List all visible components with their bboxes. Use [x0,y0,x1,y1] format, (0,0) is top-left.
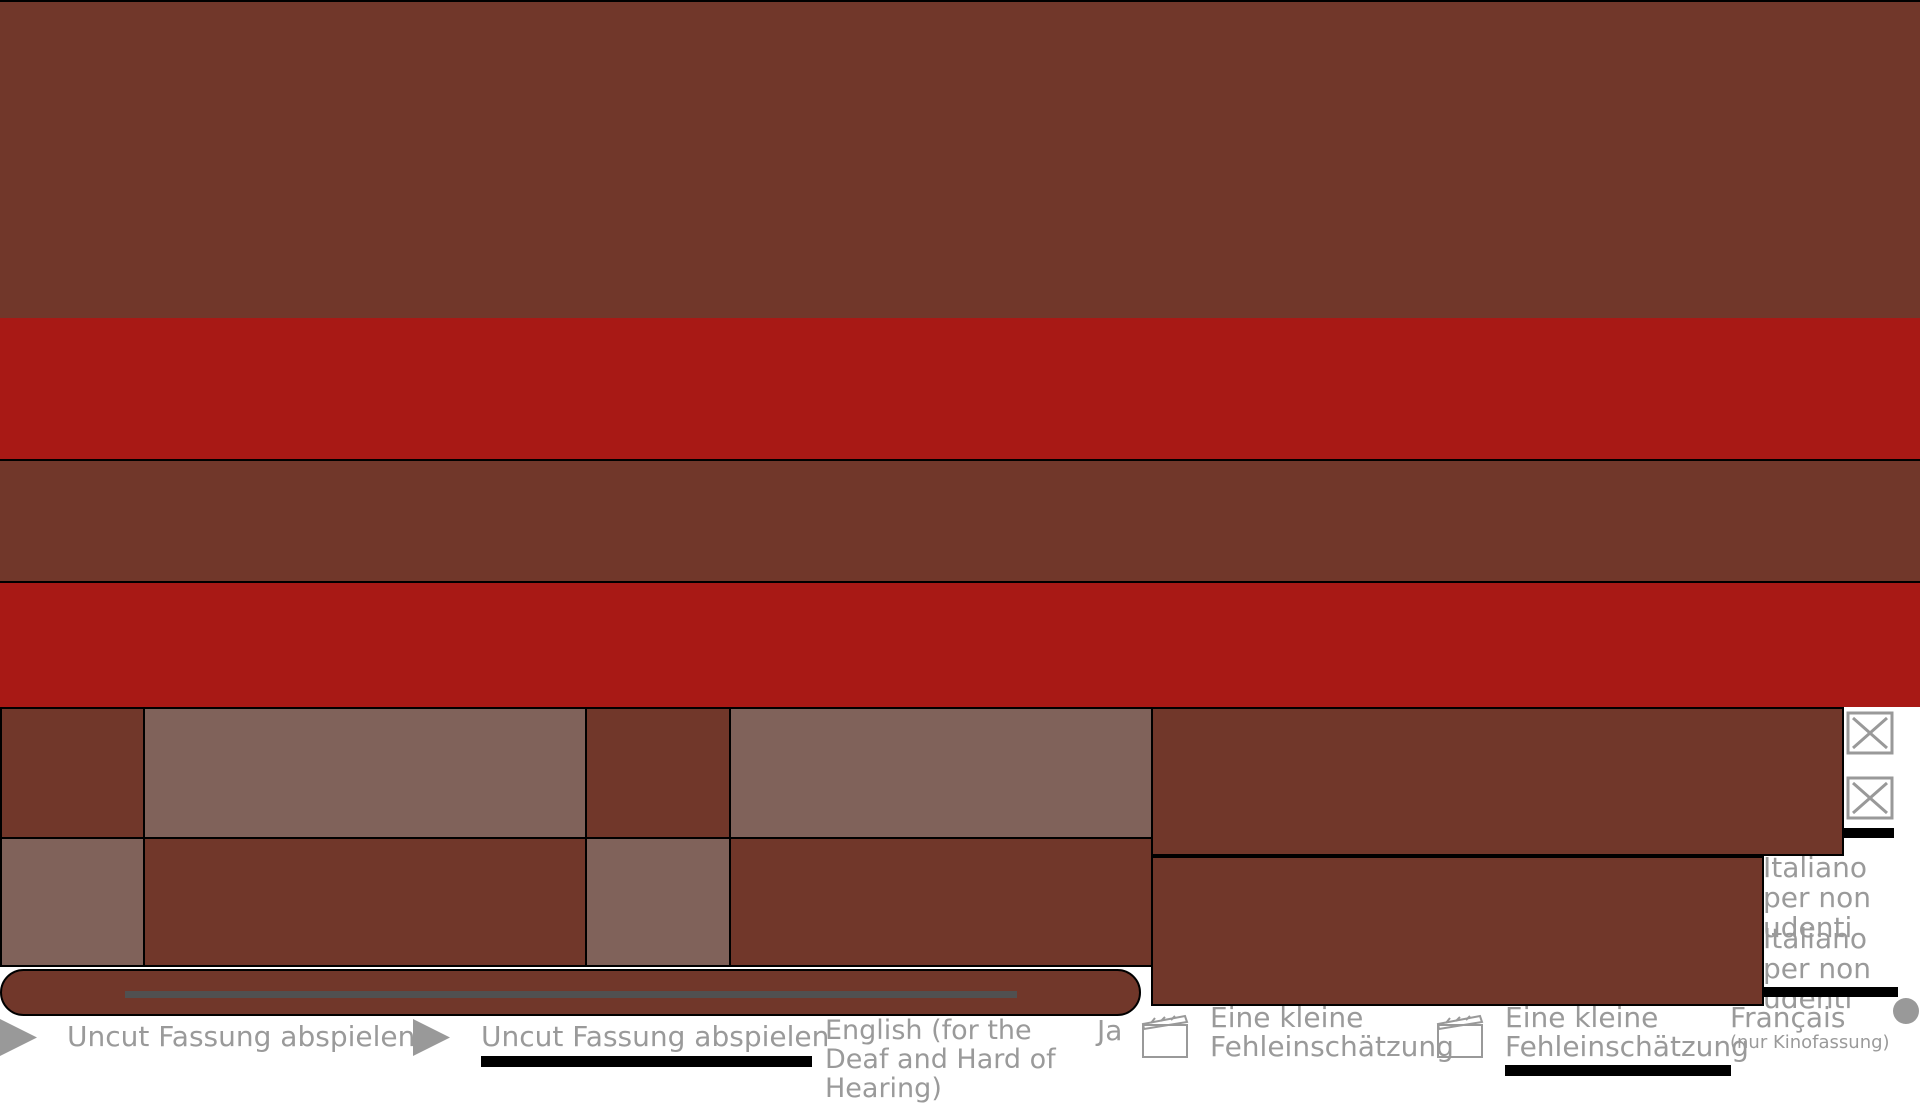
tile[interactable] [729,707,1153,839]
chapter-icon [1436,1014,1484,1058]
indicator [1893,998,1919,1024]
subtitle-option[interactable]: Français [1730,1001,1846,1034]
play-icon[interactable] [413,1019,450,1056]
hero-panel [0,0,1920,318]
tile[interactable] [0,837,145,967]
progress-track [125,991,1017,998]
panel [1151,707,1844,856]
play-button[interactable]: Uncut Fassung abspielen [67,1020,416,1053]
underline [1505,1065,1731,1076]
tile[interactable] [585,707,731,839]
close-icon[interactable] [1845,710,1895,756]
banner [0,583,1920,707]
chapter-title[interactable]: Eine kleine Fehleinschätzung [1210,1001,1454,1063]
panel [1151,856,1764,1006]
subtitle-option[interactable]: Italiano per non udenti [1763,922,1872,1015]
tile[interactable] [143,707,587,839]
chapter-icon [1141,1014,1189,1058]
tile[interactable] [0,707,145,839]
subtitle-option[interactable]: Italiano per non udenti [1763,851,1872,944]
tile[interactable] [143,837,587,967]
play-button[interactable]: Uncut Fassung abspielen [481,1020,830,1053]
tile[interactable] [729,837,1153,967]
subtitle-option[interactable]: English (for the Deaf and Hard of Hearin… [825,1015,1056,1104]
close-icon[interactable] [1845,775,1895,821]
banner [0,459,1920,583]
chapter-title[interactable]: Eine kleine Fehleinschätzung [1505,1001,1749,1063]
underline [1763,987,1898,997]
subtitle-note: (nur Kinofassung) [1730,1032,1890,1053]
banner [0,318,1920,459]
tile[interactable] [585,837,731,967]
subtitle-option[interactable]: Ja [1097,1014,1123,1047]
play-icon[interactable] [0,1019,37,1056]
underline [1843,828,1894,838]
progress-bar[interactable] [0,969,1141,1016]
underline [481,1056,812,1067]
